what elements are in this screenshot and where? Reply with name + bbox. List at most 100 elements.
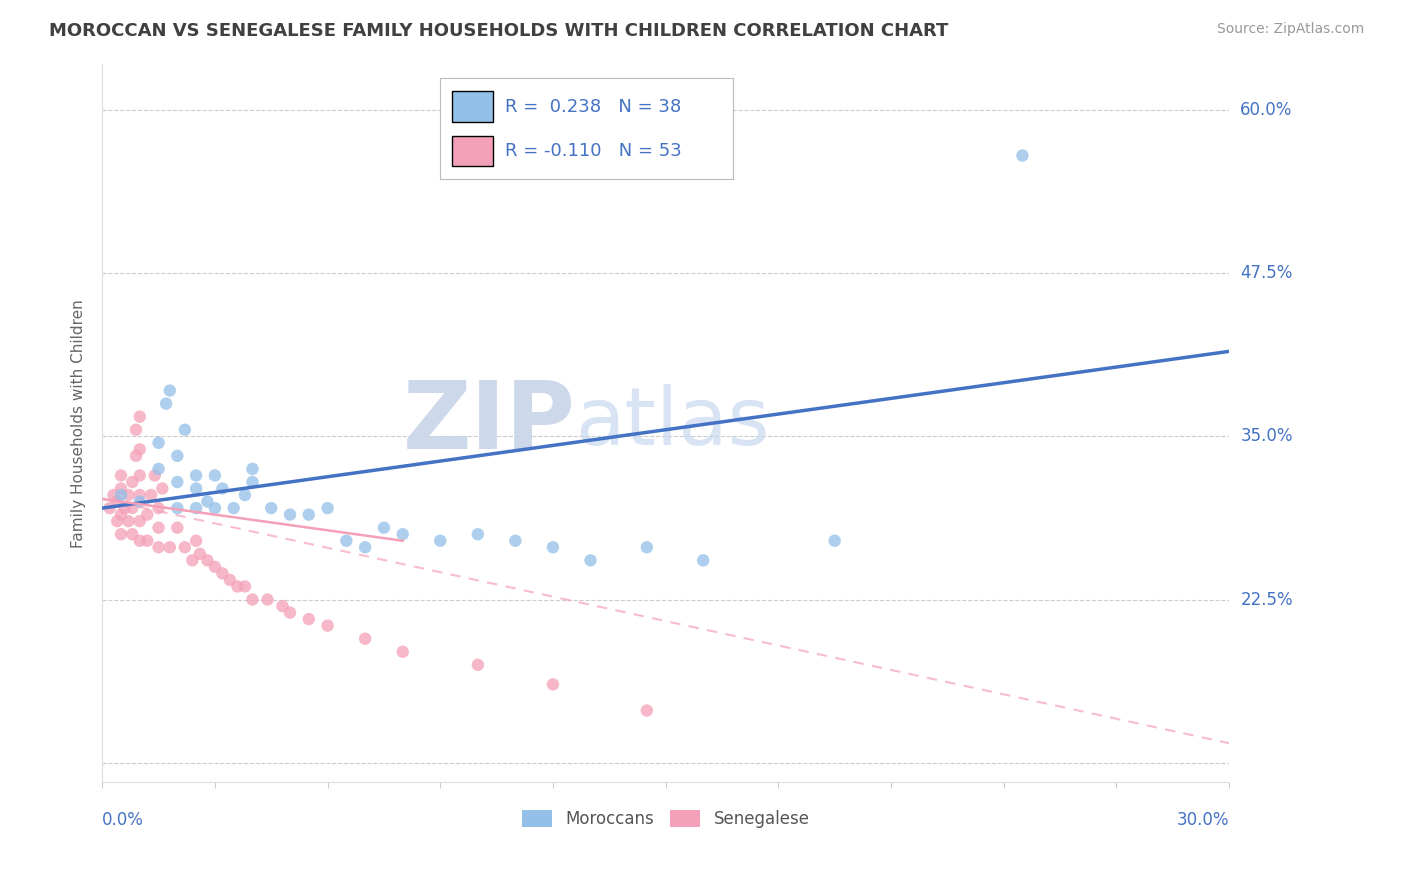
Point (204, 559, 226, 574)
Point (128, 468, 150, 483)
Point (110, 527, 132, 541)
Point (195, 553, 218, 567)
Point (128, 409, 150, 424)
Point (298, 612, 321, 626)
Point (260, 501, 283, 516)
Point (159, 384, 181, 398)
Point (148, 501, 170, 516)
Point (242, 592, 264, 607)
Text: 0.0%: 0.0% (103, 811, 143, 829)
Point (143, 468, 166, 483)
Point (188, 547, 211, 561)
Point (166, 475, 188, 489)
Y-axis label: Family Households with Children: Family Households with Children (72, 299, 86, 548)
Text: MOROCCAN VS SENEGALESE FAMILY HOUSEHOLDS WITH CHILDREN CORRELATION CHART: MOROCCAN VS SENEGALESE FAMILY HOUSEHOLDS… (49, 22, 949, 40)
Point (373, 521, 395, 535)
Point (636, 541, 658, 555)
Point (335, 533, 357, 548)
Point (184, 533, 207, 548)
Point (110, 482, 132, 496)
Text: 60.0%: 60.0% (1240, 101, 1292, 119)
Point (117, 488, 139, 502)
Point (391, 645, 413, 659)
Point (110, 488, 132, 502)
Point (136, 508, 159, 522)
Point (121, 527, 143, 541)
Point (150, 482, 173, 496)
Point (211, 482, 233, 496)
Text: 35.0%: 35.0% (1240, 427, 1294, 445)
Point (136, 533, 159, 548)
Point (184, 501, 207, 516)
Point (128, 514, 150, 528)
Point (166, 449, 188, 463)
Point (278, 606, 301, 620)
Point (148, 521, 170, 535)
Point (128, 533, 150, 548)
Point (391, 527, 413, 541)
Point (110, 508, 132, 522)
Point (173, 423, 195, 437)
Point (155, 396, 177, 410)
Point (429, 533, 451, 548)
Point (166, 521, 188, 535)
Point (692, 553, 714, 567)
Point (184, 468, 207, 483)
Point (226, 579, 249, 593)
Point (278, 508, 301, 522)
Point (148, 462, 170, 476)
Point (105, 494, 128, 508)
Point (824, 533, 846, 548)
Point (256, 592, 278, 607)
Point (139, 488, 162, 502)
Point (173, 541, 195, 555)
Point (316, 501, 339, 516)
Point (219, 573, 242, 587)
Point (242, 475, 264, 489)
Point (222, 501, 245, 516)
Point (110, 468, 132, 483)
Point (117, 514, 139, 528)
Point (128, 488, 150, 502)
Text: 47.5%: 47.5% (1240, 264, 1292, 282)
Point (128, 494, 150, 508)
Point (233, 579, 256, 593)
Point (467, 657, 489, 672)
Point (159, 541, 181, 555)
Point (298, 508, 321, 522)
Point (128, 442, 150, 457)
Point (354, 632, 377, 646)
Legend: Moroccans, Senegalese: Moroccans, Senegalese (515, 804, 817, 835)
Point (105, 514, 128, 528)
Text: Source: ZipAtlas.com: Source: ZipAtlas.com (1216, 22, 1364, 37)
Point (204, 468, 226, 483)
Point (125, 449, 148, 463)
Point (211, 566, 233, 581)
Point (636, 704, 658, 718)
Point (166, 501, 188, 516)
Point (125, 423, 148, 437)
Point (505, 533, 527, 548)
Point (204, 501, 226, 516)
Point (98, 501, 121, 516)
Point (103, 488, 125, 502)
Point (184, 482, 207, 496)
Point (195, 494, 218, 508)
Text: 22.5%: 22.5% (1240, 591, 1294, 608)
Point (541, 541, 564, 555)
Point (121, 501, 143, 516)
Text: atlas: atlas (575, 384, 770, 462)
Point (354, 541, 377, 555)
Point (233, 488, 256, 502)
Point (316, 618, 339, 632)
Point (579, 553, 602, 567)
Point (467, 527, 489, 541)
Point (1011, 148, 1033, 162)
Text: ZIP: ZIP (402, 377, 575, 469)
Point (541, 677, 564, 691)
Point (114, 501, 136, 516)
Point (148, 435, 170, 450)
Point (271, 599, 294, 613)
Point (148, 541, 170, 555)
Point (242, 462, 264, 476)
